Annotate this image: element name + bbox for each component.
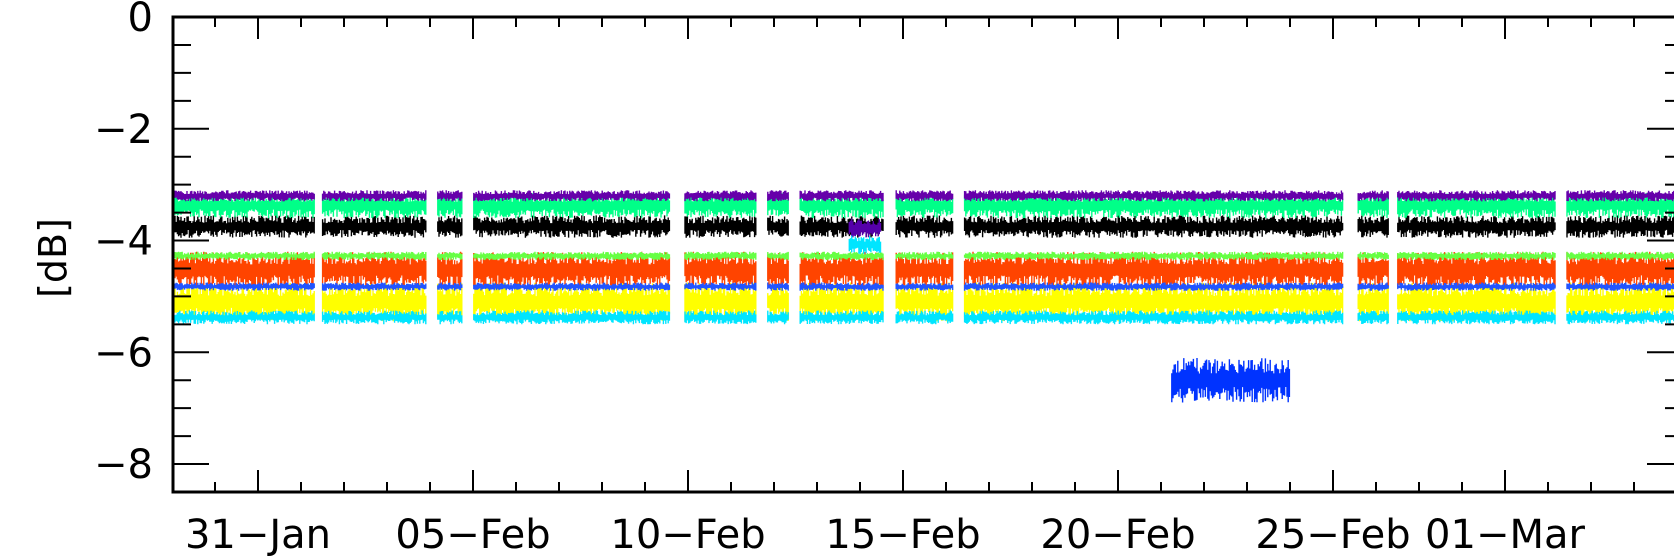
series-6	[174, 193, 1674, 219]
series-3	[174, 282, 1674, 291]
x-tick-label: 31−Jan	[185, 512, 331, 558]
series-band	[174, 215, 1674, 238]
series-9	[848, 235, 882, 255]
y-tick-label: −4	[94, 219, 153, 265]
series-band	[174, 190, 1674, 202]
series-band	[848, 235, 882, 255]
y-tick-label: −8	[94, 442, 153, 488]
series-band	[848, 218, 882, 238]
x-tick-label: 25−Feb	[1255, 512, 1410, 558]
x-tick-label: 01−Mar	[1425, 512, 1585, 558]
y-axis-label: [dB]	[31, 218, 75, 298]
series-7	[174, 190, 1674, 202]
y-tick-label: 0	[128, 0, 153, 41]
series-8	[848, 218, 882, 238]
series-0	[174, 282, 1674, 322]
series-4	[174, 251, 1674, 261]
axis-ticks	[173, 16, 1674, 493]
series-5	[174, 215, 1674, 238]
series-band	[174, 251, 1674, 261]
series-band	[174, 193, 1674, 219]
series-1	[174, 310, 1674, 325]
series-band	[174, 310, 1674, 325]
series-band	[174, 282, 1674, 322]
x-tick-label: 20−Feb	[1040, 512, 1195, 558]
series-band	[1171, 358, 1291, 403]
y-tick-label: −6	[94, 330, 153, 376]
y-tick-label: −2	[94, 107, 153, 153]
data-marks	[174, 190, 1674, 403]
x-tick-label: 10−Feb	[610, 512, 765, 558]
series-10	[1171, 358, 1291, 403]
plot-frame	[171, 15, 1674, 494]
tick-labels: 0 −2 −4 −6 −8 31−Jan 05−Feb 10−Feb 15−Feb 20−Feb 2…	[94, 0, 1585, 558]
series-band	[174, 282, 1674, 291]
x-tick-label: 15−Feb	[825, 512, 980, 558]
x-tick-label: 05−Feb	[395, 512, 550, 558]
